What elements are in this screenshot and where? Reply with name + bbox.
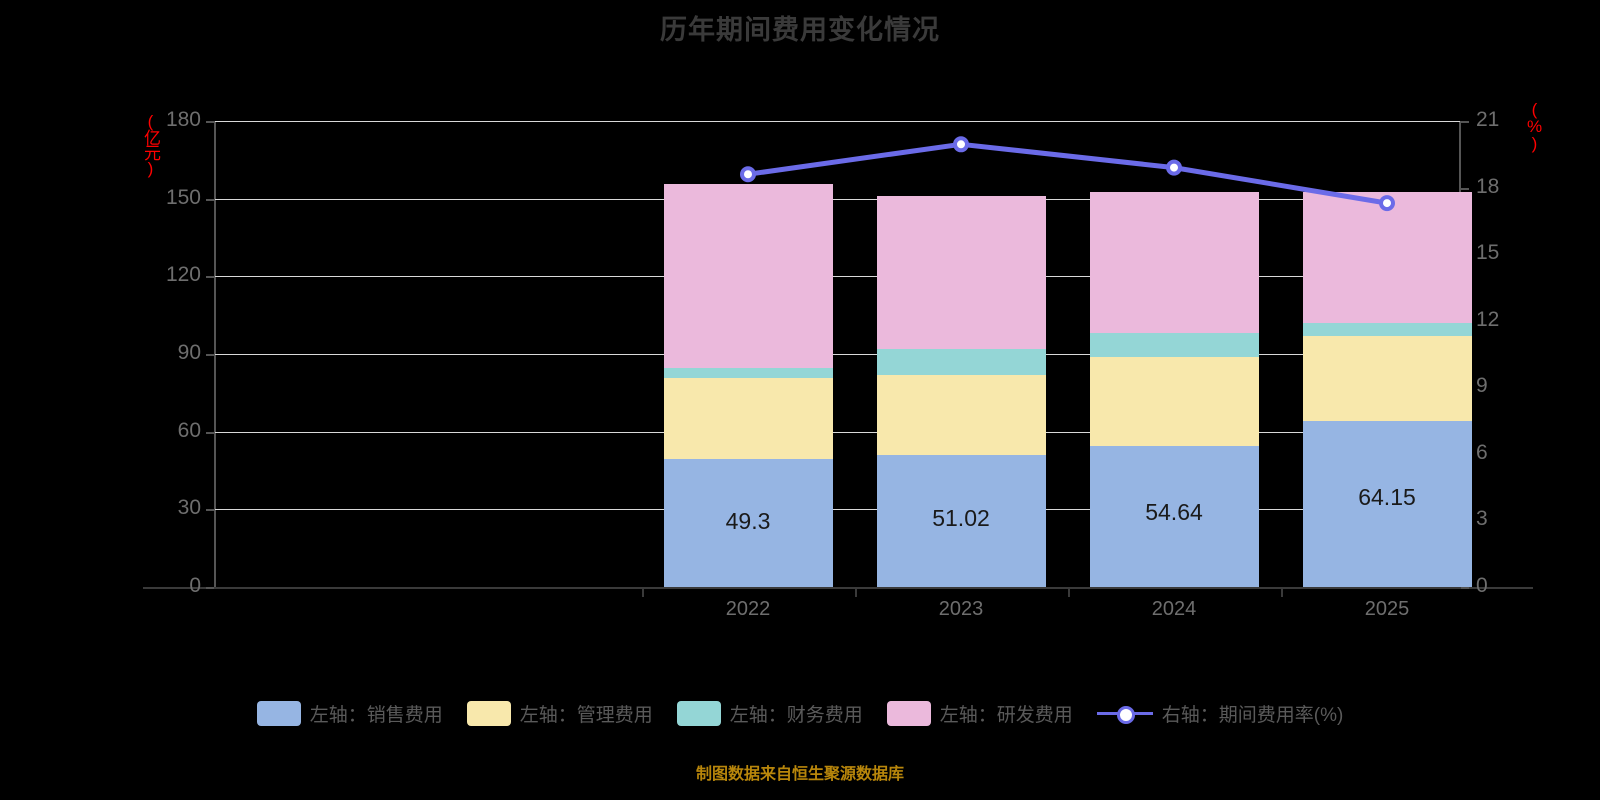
x-axis-tick [641,589,644,597]
left-axis-tick [206,198,214,201]
legend-item[interactable]: 左轴：财务费用 [676,700,863,727]
right-axis-tick-label: 0 [1476,574,1488,597]
left-axis-tick-label: 30 [177,496,201,520]
rate-line [745,141,1390,206]
bar-segment[interactable] [876,454,1046,587]
x-axis-tick [1280,589,1283,597]
bar-value-label: 51.02 [932,505,990,532]
left-axis-tick [206,431,214,434]
gridline [215,121,1460,122]
left-axis-tick [206,354,214,356]
legend-label: 左轴：销售费用 [309,705,443,726]
rate-line-marker[interactable] [740,166,756,183]
bar-segment[interactable] [1302,420,1472,587]
bar-value-label: 54.64 [1145,499,1203,526]
bar-segment[interactable] [1302,322,1472,336]
bar-segment[interactable] [1089,356,1259,446]
bar-segment[interactable] [663,378,833,460]
legend-swatch [676,701,721,726]
x-axis-tick-label: 2025 [1364,598,1410,620]
right-axis-tick-label: 15 [1476,241,1500,265]
legend-label: 左轴：研发费用 [939,705,1073,726]
bar-segment[interactable] [876,196,1046,349]
bar-segment[interactable] [663,183,833,368]
page-title: 历年期间费用变化情况 [660,15,940,45]
right-axis-tick [1461,187,1469,190]
left-axis-tick [206,587,214,589]
bar-value-label: 64.15 [1358,484,1416,511]
x-axis-tick-label: 2024 [1151,598,1197,620]
rate-line-marker[interactable] [1166,159,1182,176]
right-axis-tick-label: 3 [1476,507,1488,531]
gridline [215,509,1460,511]
bar-segment[interactable] [663,367,833,379]
bar-segment[interactable] [1089,192,1259,333]
gridline [215,354,1460,355]
legend-item[interactable]: 右轴：期间费用率(%) [1096,700,1344,727]
right-axis-tick [1461,587,1469,589]
bar-segment[interactable] [663,459,833,587]
rate-line-marker[interactable] [953,136,969,153]
x-axis-tick-label: 2022 [725,598,771,620]
gridline [215,431,1460,433]
left-axis-tick-label: 0 [189,574,201,597]
legend-line-icon [1096,701,1153,726]
x-axis-tick-label: 2023 [938,598,984,620]
left-axis-tick-label: 120 [165,263,201,287]
left-axis-unit-label: (亿元) [141,112,160,176]
x-axis-line [143,587,1533,589]
x-axis-tick [1067,589,1070,597]
left-axis-tick-label: 60 [177,418,201,442]
legend-item[interactable]: 左轴：销售费用 [256,700,443,727]
right-axis-tick-label: 21 [1476,108,1500,131]
right-axis-unit-label: (%) [1525,100,1544,151]
right-axis-tick-label: 6 [1476,440,1488,464]
legend-swatch [886,701,931,726]
legend-label: 右轴：期间费用率(%) [1161,705,1344,726]
bar-value-label: 49.3 [725,507,771,534]
left-axis-tick-label: 90 [177,341,201,364]
bar-segment[interactable] [1089,445,1259,587]
gridline [215,198,1460,200]
bar-segment[interactable] [876,348,1046,375]
bar-segment[interactable] [1089,332,1259,357]
right-axis-tick-label: 9 [1476,374,1488,398]
left-axis-tick-label: 150 [165,185,201,209]
legend-swatch [256,701,301,726]
legend: 左轴：销售费用 左轴：管理费用 左轴：财务费用 左轴：研发费用 右轴：期间费用率(%) [0,700,1600,727]
bar-segment[interactable] [876,374,1046,455]
gridline [215,276,1460,278]
legend-item[interactable]: 左轴：研发费用 [886,700,1073,727]
left-axis-tick [206,509,214,512]
bar-segment[interactable] [1302,335,1472,421]
left-axis-tick-label: 180 [165,108,201,131]
left-axis-tick [206,276,214,279]
legend-label: 左轴：管理费用 [519,705,653,726]
right-axis-tick [1461,121,1469,123]
footer-note: 制图数据来自恒生聚源数据库 [695,766,904,783]
bar-segment[interactable] [1302,191,1472,323]
right-axis-tick-label: 12 [1476,307,1500,331]
legend-swatch [466,701,511,726]
right-axis-tick-label: 18 [1476,174,1500,198]
legend-label: 左轴：财务费用 [729,705,863,726]
left-axis-tick [206,121,214,123]
x-axis-tick [854,589,857,597]
legend-item[interactable]: 左轴：管理费用 [466,700,653,727]
